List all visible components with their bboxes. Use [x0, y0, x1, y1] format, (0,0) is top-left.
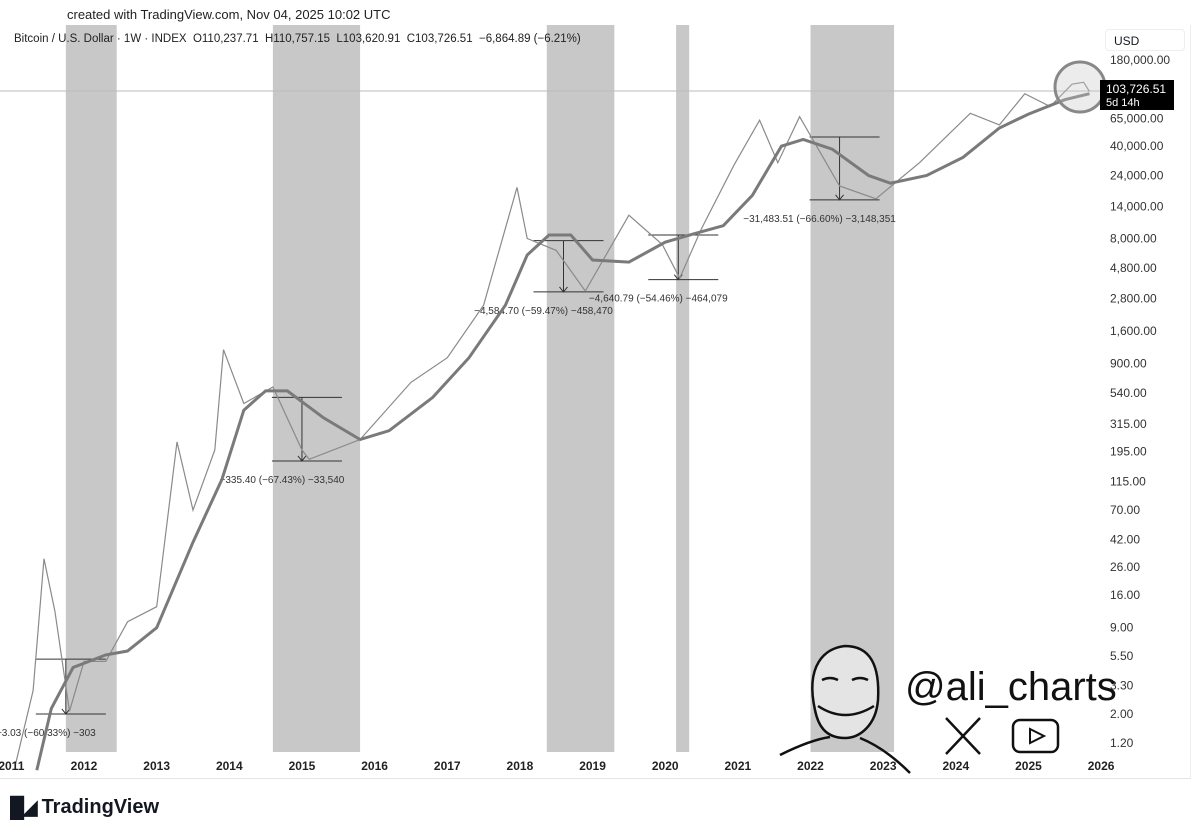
created-with-credit: created with TradingView.com, Nov 04, 20… — [67, 7, 391, 22]
tradingview-mark-icon: █◢ — [10, 797, 38, 819]
x-tick-label: 2020 — [652, 759, 679, 773]
y-tick-label: 1,600.00 — [1110, 324, 1157, 338]
y-tick-label: 9.00 — [1110, 621, 1134, 635]
shaded-period — [546, 25, 615, 752]
x-tick-label: 2025 — [1015, 759, 1042, 773]
y-tick-label: 65,000.00 — [1110, 111, 1164, 125]
y-tick-label: 4,800.00 — [1110, 261, 1157, 275]
x-tick-label: 2012 — [71, 759, 98, 773]
y-tick-label: 70.00 — [1110, 503, 1140, 517]
avatar-caricature — [779, 644, 911, 774]
x-tick-label: 2022 — [797, 759, 824, 773]
drawdown-label: −4,640.79 (−54.46%) −464,079 — [589, 294, 728, 305]
brand-name: TradingView — [41, 796, 160, 818]
y-tick-label: 3.30 — [1110, 678, 1134, 692]
y-tick-label: 42.00 — [1110, 532, 1140, 546]
drawdown-label: −335.40 (−67.43%) −33,540 — [220, 475, 345, 486]
y-tick-label: 1.20 — [1110, 736, 1134, 750]
ohlc-open: O110,237.71 — [192, 33, 259, 45]
x-tick-label: 2011 — [0, 759, 25, 773]
arrow-head-icon — [61, 708, 71, 715]
x-logo-icon — [945, 717, 981, 755]
shaded-period — [65, 25, 117, 752]
y-tick-label: 8,000.00 — [1110, 231, 1157, 245]
x-tick-label: 2013 — [143, 759, 170, 773]
price-tag-countdown: 5d 14h — [1106, 97, 1140, 109]
y-tick-label: 2,800.00 — [1110, 292, 1157, 306]
ohlc-close: C103,726.51 — [406, 33, 473, 45]
drawdown-label: −3.03 (−60.33%) −303 — [0, 728, 96, 739]
y-tick-label: 315.00 — [1110, 417, 1147, 431]
arrow-head-icon — [297, 455, 307, 462]
y-tick-label: 195.00 — [1110, 444, 1147, 458]
x-tick-label: 2018 — [507, 759, 534, 773]
x-tick-label: 2021 — [724, 759, 751, 773]
x-tick-label: 2017 — [434, 759, 461, 773]
youtube-icon — [1011, 718, 1060, 754]
chart-frame — [0, 25, 1191, 779]
y-tick-label: 900.00 — [1110, 357, 1147, 371]
y-tick-label: 180,000.00 — [1110, 53, 1170, 67]
price-series — [14, 81, 1091, 767]
y-tick-label: 16.00 — [1110, 588, 1140, 602]
x-tick-label: 2026 — [1088, 759, 1115, 773]
x-tick-label: 2024 — [942, 759, 969, 773]
price-tag — [1100, 80, 1174, 110]
currency-button[interactable]: USD — [1105, 29, 1185, 51]
ohlc-low: L103,620.91 — [336, 33, 401, 45]
y-tick-label: 14,000.00 — [1110, 199, 1164, 213]
y-tick-label: 540.00 — [1110, 386, 1147, 400]
drawdown-label: −4,584.70 (−59.47%) −458,470 — [474, 306, 613, 317]
y-tick-label: 24,000.00 — [1110, 169, 1164, 183]
drawdown-label: −31,483.51 (−66.60%) −3,148,351 — [743, 214, 896, 225]
x-tick-label: 2014 — [216, 759, 243, 773]
shaded-period — [272, 25, 361, 752]
y-tick-label: 5.50 — [1110, 649, 1134, 663]
y-tick-label: 115.00 — [1110, 475, 1146, 489]
tradingview-logo[interactable]: █◢ TradingView — [10, 795, 159, 820]
ohlc-high: H110,757.15 — [264, 33, 330, 45]
y-tick-label: 2.00 — [1110, 707, 1134, 721]
symbol-name[interactable]: Bitcoin / U.S. Dollar · 1W · INDEX — [14, 33, 187, 45]
highlight-circle — [1053, 60, 1107, 114]
x-tick-label: 2019 — [579, 759, 606, 773]
x-tick-label: 2016 — [361, 759, 388, 773]
arrow-head-icon — [559, 286, 568, 293]
moving-average-line — [35, 92, 1090, 771]
y-tick-label: 26.00 — [1110, 560, 1140, 574]
symbol-legend: Bitcoin / U.S. Dollar · 1W · INDEX O110,… — [14, 33, 581, 45]
x-tick-label: 2015 — [289, 759, 316, 773]
shaded-period — [810, 25, 895, 752]
arrow-head-icon — [835, 194, 844, 201]
y-tick-label: 40,000.00 — [1110, 139, 1164, 153]
x-tick-label: 2023 — [870, 759, 897, 773]
watermark-handle: @ali_charts — [905, 665, 1117, 709]
shaded-period — [676, 25, 690, 752]
price-tag-value: 103,726.51 — [1106, 82, 1166, 96]
ohlc-change: −6,864.89 (−6.21%) — [479, 33, 581, 45]
